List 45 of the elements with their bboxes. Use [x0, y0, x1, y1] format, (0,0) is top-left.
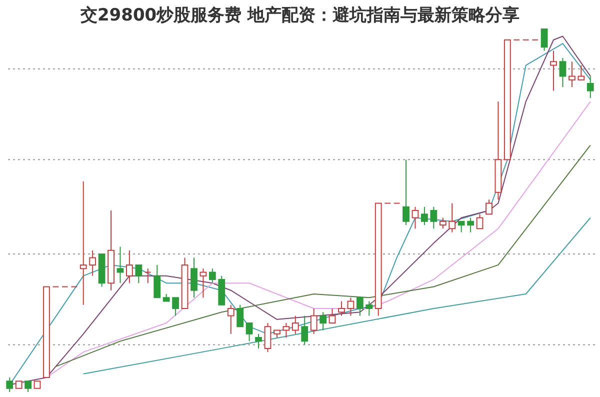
candlestick: [144, 268, 152, 284]
candlestick: [282, 322, 290, 338]
candlestick: [568, 61, 576, 88]
candlestick: [356, 297, 364, 316]
candlestick: [135, 264, 142, 284]
chart-title: 交29800炒股服务费 地产配资：避坑指南与最新策略分享: [79, 6, 520, 26]
candlestick: [448, 202, 456, 233]
candlestick: [467, 217, 474, 233]
candlestick: [338, 300, 345, 316]
candlestick: [264, 322, 272, 353]
candlestick: [89, 250, 96, 276]
candlestick: [190, 257, 198, 298]
candlestick: [586, 76, 594, 98]
candlestick: [421, 206, 428, 226]
candlestick: [208, 268, 216, 284]
candlestick: [255, 333, 262, 349]
candlestick: [292, 315, 299, 334]
candlestick: [154, 264, 161, 298]
candlestick: [24, 380, 32, 392]
candlestick: [200, 268, 207, 298]
candlestick: [6, 376, 14, 392]
candlestick: [347, 297, 354, 316]
candlestick: [80, 180, 87, 306]
candlestick: [126, 250, 133, 284]
candlestick: [458, 220, 465, 233]
candlestick: [227, 304, 234, 334]
candlestick: [476, 214, 484, 230]
candlestick: [246, 322, 253, 342]
candlestick: [550, 50, 557, 92]
candlestick: [328, 308, 336, 324]
candlestick: [366, 300, 373, 316]
candlestick: [430, 206, 438, 230]
candlestick: [320, 312, 326, 331]
candlestick: [172, 297, 179, 316]
candlestick: [402, 159, 410, 226]
candlestick: [412, 206, 419, 230]
candlestick: [310, 308, 318, 334]
candlestick: [439, 217, 446, 230]
candlestick: [559, 58, 566, 88]
candlestick: [236, 304, 244, 328]
candlestick: [116, 246, 124, 284]
candlestick: [578, 64, 585, 80]
candlestick: [486, 199, 492, 215]
candlestick: [301, 315, 308, 346]
candlestick: [540, 28, 548, 52]
